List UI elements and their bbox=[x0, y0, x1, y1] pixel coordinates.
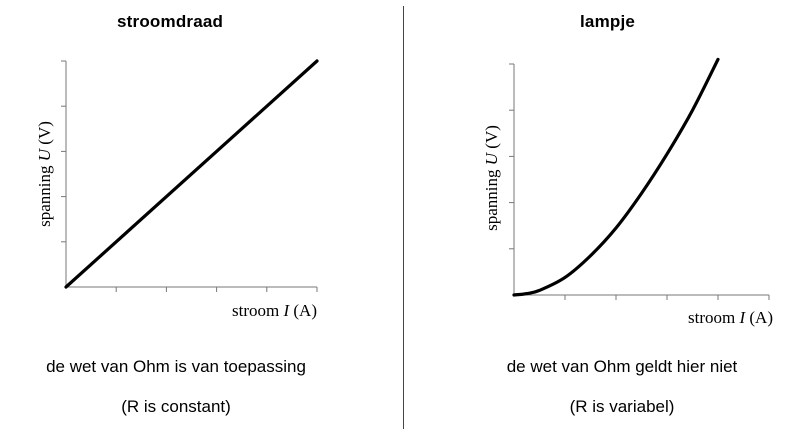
chart-stroomdraad: stroom I (A) spanning U (V) bbox=[35, 59, 319, 320]
chart-title-stroomdraad: stroomdraad bbox=[117, 12, 224, 31]
x-axis-label: stroom I (A) bbox=[688, 308, 773, 327]
panel-divider bbox=[403, 6, 404, 429]
chart-lampje: stroom I (A) spanning U (V) bbox=[482, 57, 773, 327]
chart-title-lampje: lampje bbox=[580, 12, 636, 31]
caption-lampje-line1: de wet van Ohm geldt hier niet bbox=[506, 357, 738, 376]
y-axis-label: spanning U (V) bbox=[482, 125, 501, 231]
series-line bbox=[64, 59, 319, 289]
series-line bbox=[512, 57, 720, 297]
y-axis-label: spanning U (V) bbox=[35, 121, 54, 227]
caption-stroomdraad-line1: de wet van Ohm is van toepassing bbox=[46, 357, 306, 376]
caption-lampje-line2: (R is variabel) bbox=[569, 397, 675, 416]
caption-stroomdraad-line2: (R is constant) bbox=[121, 397, 231, 416]
x-axis-label: stroom I (A) bbox=[232, 301, 317, 320]
